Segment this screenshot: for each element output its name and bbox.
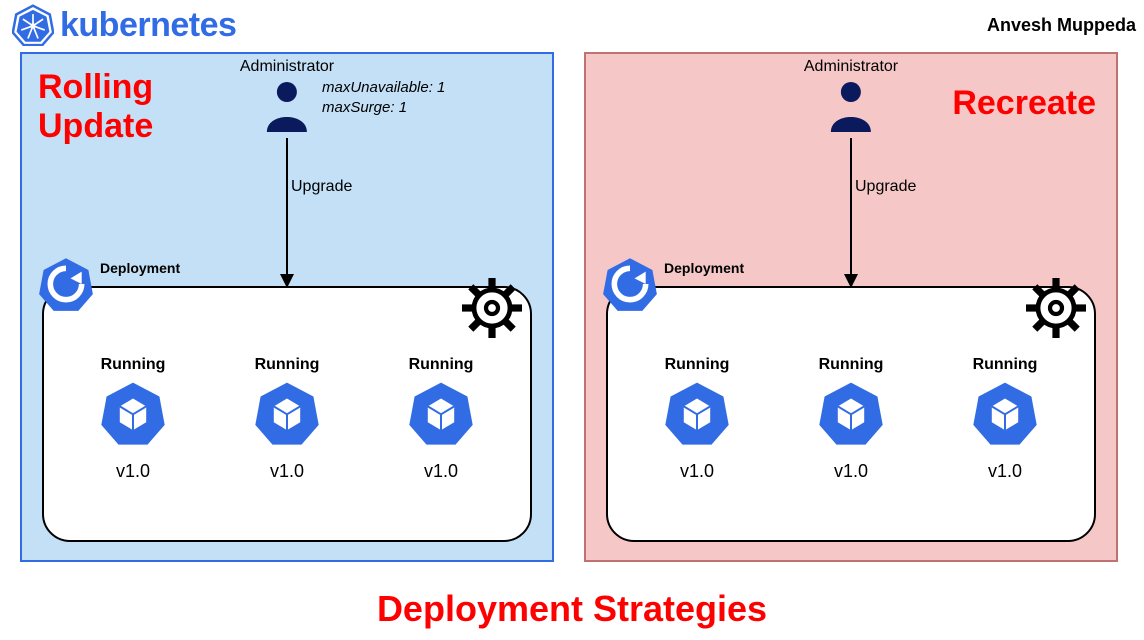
param-max-unavailable: maxUnavailable: 1 xyxy=(322,78,445,98)
deployment-label: Deployment xyxy=(100,260,180,276)
author-label: Anvesh Muppeda xyxy=(987,15,1136,36)
admin-block: Administrator xyxy=(804,58,898,137)
upgrade-label: Upgrade xyxy=(855,178,916,196)
pod: Running v1.0 xyxy=(376,356,506,482)
gear-icon xyxy=(462,278,522,338)
admin-label: Administrator xyxy=(804,58,898,76)
pod-icon xyxy=(100,380,166,446)
pod: Running v1.0 xyxy=(940,356,1070,482)
upgrade-label: Upgrade xyxy=(291,178,352,196)
pod-icon xyxy=(664,380,730,446)
pod-icon xyxy=(254,380,320,446)
recreate-panel: Recreate Administrator Upgrade Deploymen… xyxy=(584,52,1118,562)
pod: Running v1.0 xyxy=(68,356,198,482)
gear-icon xyxy=(1026,278,1086,338)
pod-status: Running xyxy=(68,356,198,374)
deployment-box: Deployment xyxy=(42,286,532,542)
admin-block: Administrator xyxy=(240,58,334,137)
pod-version: v1.0 xyxy=(940,461,1070,482)
pod: Running v1.0 xyxy=(222,356,352,482)
pods-row: Running v1.0 Running xyxy=(44,356,530,482)
pod-status: Running xyxy=(222,356,352,374)
rolling-update-params: maxUnavailable: 1 maxSurge: 1 xyxy=(322,78,445,117)
pod-icon xyxy=(408,380,474,446)
admin-icon xyxy=(263,78,311,132)
pod-status: Running xyxy=(632,356,762,374)
brand-text: kubernetes xyxy=(60,6,236,45)
kubernetes-logo-icon xyxy=(12,4,54,46)
pods-row: Running v1.0 Running xyxy=(608,356,1094,482)
deployment-box: Deployment xyxy=(606,286,1096,542)
upgrade-arrow: Upgrade xyxy=(227,138,347,288)
param-max-surge: maxSurge: 1 xyxy=(322,98,445,118)
pod-status: Running xyxy=(940,356,1070,374)
footer-title: Deployment Strategies xyxy=(0,588,1144,630)
pod-status: Running xyxy=(376,356,506,374)
pod: Running v1.0 xyxy=(786,356,916,482)
recreate-title: Recreate xyxy=(952,84,1096,123)
pod-version: v1.0 xyxy=(222,461,352,482)
pod-icon xyxy=(972,380,1038,446)
kubernetes-brand: kubernetes xyxy=(12,4,236,46)
admin-label: Administrator xyxy=(240,58,334,76)
rolling-update-panel: Rolling Update Administrator maxUnavaila… xyxy=(20,52,554,562)
header: kubernetes Anvesh Muppeda xyxy=(12,4,1136,46)
pod-status: Running xyxy=(786,356,916,374)
admin-icon xyxy=(827,78,875,132)
pod-version: v1.0 xyxy=(786,461,916,482)
rolling-update-title: Rolling Update xyxy=(38,68,153,146)
pod-icon xyxy=(818,380,884,446)
pod-version: v1.0 xyxy=(68,461,198,482)
deployment-icon xyxy=(38,256,94,312)
panels-row: Rolling Update Administrator maxUnavaila… xyxy=(20,52,1118,562)
pod-version: v1.0 xyxy=(632,461,762,482)
pod: Running v1.0 xyxy=(632,356,762,482)
deployment-label: Deployment xyxy=(664,260,744,276)
deployment-icon xyxy=(602,256,658,312)
upgrade-arrow: Upgrade xyxy=(791,138,911,288)
pod-version: v1.0 xyxy=(376,461,506,482)
